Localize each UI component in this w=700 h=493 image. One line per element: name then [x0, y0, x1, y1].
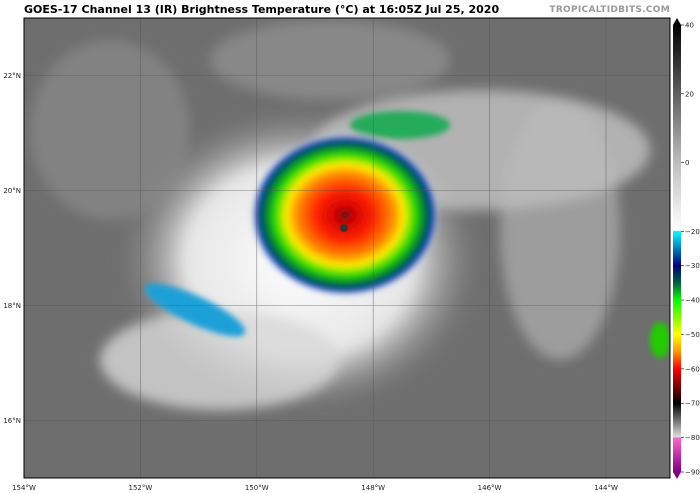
- colorbar-bottom-arrow: [673, 472, 681, 479]
- map-title: GOES-17 Channel 13 (IR) Brightness Tempe…: [24, 3, 500, 16]
- longitude-label: 154°W: [12, 484, 36, 492]
- colorbar-tick-label: −20: [685, 228, 700, 236]
- colorbar-tick-label: −60: [685, 365, 700, 373]
- longitude-label: 146°W: [478, 484, 502, 492]
- map-frame: [23, 17, 671, 479]
- colorbar-tick-label: −90: [685, 469, 700, 477]
- hurricane-core: [144, 111, 670, 358]
- latitude-label: 18°N: [3, 302, 21, 310]
- longitude-label: 148°W: [361, 484, 385, 492]
- colorbar-tick-label: 0: [685, 159, 689, 167]
- hurricane-eye: [340, 224, 348, 232]
- latitude-label: 20°N: [3, 187, 21, 195]
- latitude-label: 16°N: [3, 417, 21, 425]
- longitude-label: 150°W: [245, 484, 269, 492]
- colorbar-tick-label: −70: [685, 400, 700, 408]
- latitude-label: 22°N: [3, 72, 21, 80]
- colorbar-tick-label: −30: [685, 262, 700, 270]
- graticule: [24, 18, 670, 478]
- colorbar-tick-label: 20: [685, 90, 694, 98]
- colorbar: 40 20 0 −20 −30 −40 −50 −60 −70 −80 −90: [673, 18, 700, 479]
- satellite-imagery: [24, 18, 670, 478]
- colorbar-tick-label: −80: [685, 434, 700, 442]
- longitude-label: 152°W: [128, 484, 152, 492]
- colorbar-top-arrow: [673, 18, 681, 25]
- longitude-label: 144°W: [594, 484, 618, 492]
- colorbar-tick-label: 40: [685, 22, 694, 30]
- credit-watermark: TROPICALTIDBITS.COM: [549, 5, 670, 15]
- colorbar-tick-label: −50: [685, 331, 700, 339]
- colorbar-tick-label: −40: [685, 297, 700, 305]
